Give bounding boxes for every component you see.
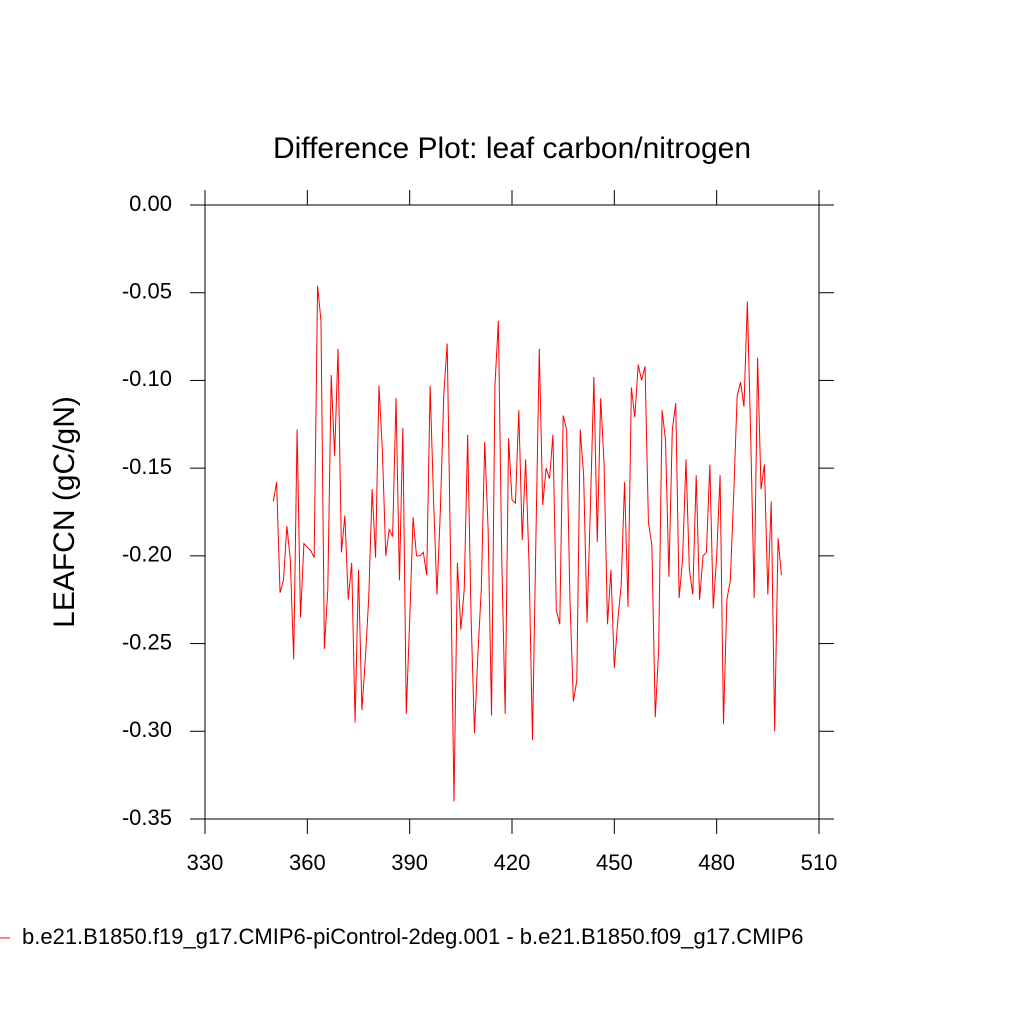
y-tick-label: -0.35 <box>122 805 172 830</box>
x-tick-label: 450 <box>596 850 633 875</box>
x-tick-label: 330 <box>187 850 224 875</box>
data-line <box>272 285 782 802</box>
plot-frame <box>204 204 820 820</box>
chart-title: Difference Plot: leaf carbon/nitrogen <box>273 132 751 165</box>
y-tick-label: -0.25 <box>122 629 172 654</box>
x-tick-label: 510 <box>801 850 838 875</box>
y-tick-label: -0.10 <box>122 366 172 391</box>
y-axis-label: LEAFCN (gC/gN) <box>48 396 81 628</box>
x-tick-label: 480 <box>698 850 735 875</box>
y-tick-label: 0.00 <box>129 191 172 216</box>
x-tick-label: 390 <box>391 850 428 875</box>
y-tick-label: -0.20 <box>122 542 172 567</box>
x-tick-label: 420 <box>494 850 531 875</box>
x-tick-label: 360 <box>289 850 326 875</box>
y-tick-label: -0.15 <box>122 454 172 479</box>
legend-label: b.e21.B1850.f19_g17.CMIP6-piControl-2deg… <box>22 924 804 949</box>
y-tick-label: -0.30 <box>122 717 172 742</box>
y-tick-label: -0.05 <box>122 279 172 304</box>
